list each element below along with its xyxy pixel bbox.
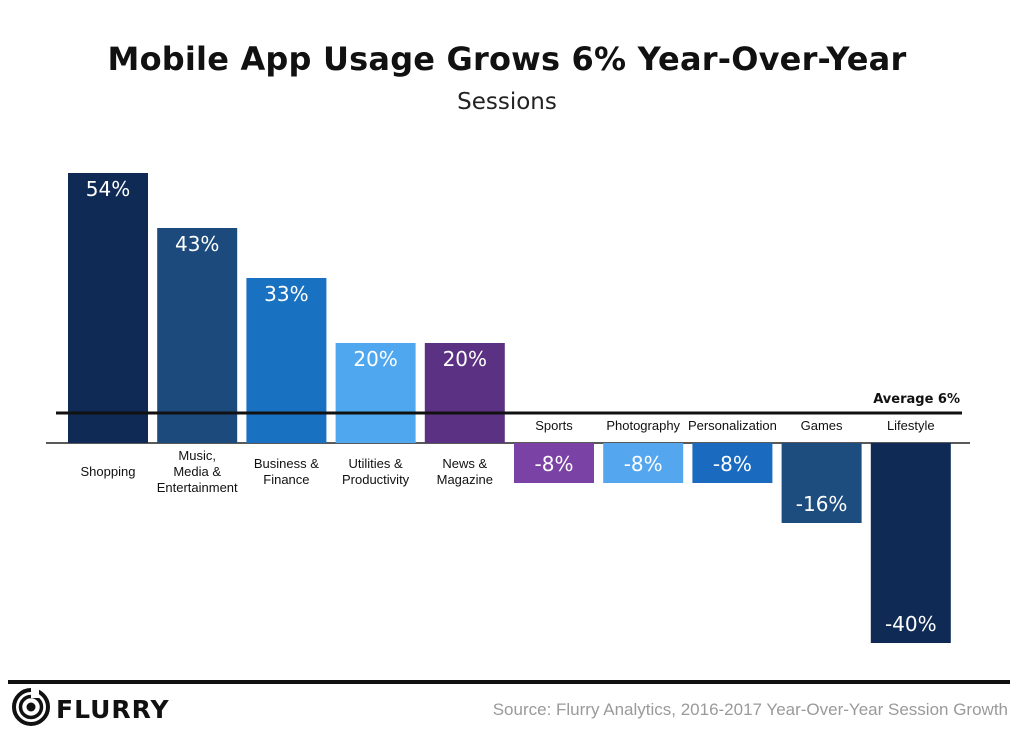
bar [692, 443, 773, 483]
value-label: 54% [86, 177, 130, 201]
value-label: 33% [264, 282, 308, 306]
value-label: 43% [175, 232, 219, 256]
category-label: Utilities & [349, 456, 404, 471]
bar-chart: 54% Shopping 43% Music,Media &Entertainment… [46, 173, 970, 643]
category-label: Shopping [81, 464, 136, 479]
value-label: -8% [535, 452, 574, 476]
category-label: Photography [606, 418, 680, 433]
category-label: Games [801, 418, 843, 433]
value-label: -8% [624, 452, 663, 476]
category-label: Magazine [437, 472, 493, 487]
bar [335, 343, 416, 443]
source-note: Source: Flurry Analytics, 2016-2017 Year… [492, 700, 1008, 719]
brand-name: FLURRY [56, 694, 170, 724]
category-label: News & [442, 456, 487, 471]
bar [514, 443, 594, 483]
footer-divider [8, 680, 1010, 684]
bar [68, 173, 148, 443]
category-label: Finance [263, 472, 309, 487]
flurry-logo: FLURRY [12, 688, 170, 730]
value-label: 20% [443, 347, 487, 371]
value-label: -16% [796, 492, 848, 516]
category-label: Business & [254, 456, 319, 471]
flurry-swirl-icon [12, 688, 50, 730]
value-label: -40% [885, 612, 937, 636]
chart-title: Mobile App Usage Grows 6% Year-Over-Year [107, 40, 907, 78]
bar [870, 443, 951, 643]
category-label: Personalization [688, 418, 777, 433]
category-label: Entertainment [157, 480, 238, 495]
category-label: Sports [535, 418, 573, 433]
value-label: -8% [713, 452, 752, 476]
bar [603, 443, 684, 483]
bar [157, 228, 238, 443]
bar [246, 278, 327, 443]
category-label: Productivity [342, 472, 410, 487]
chart-subtitle: Sessions [457, 89, 557, 115]
bar [424, 343, 505, 443]
category-label: Lifestyle [887, 418, 935, 433]
category-label: Music, [178, 448, 216, 463]
category-label: Media & [173, 464, 221, 479]
value-label: 20% [353, 347, 397, 371]
average-label: Average 6% [873, 392, 960, 407]
bar [781, 443, 862, 523]
